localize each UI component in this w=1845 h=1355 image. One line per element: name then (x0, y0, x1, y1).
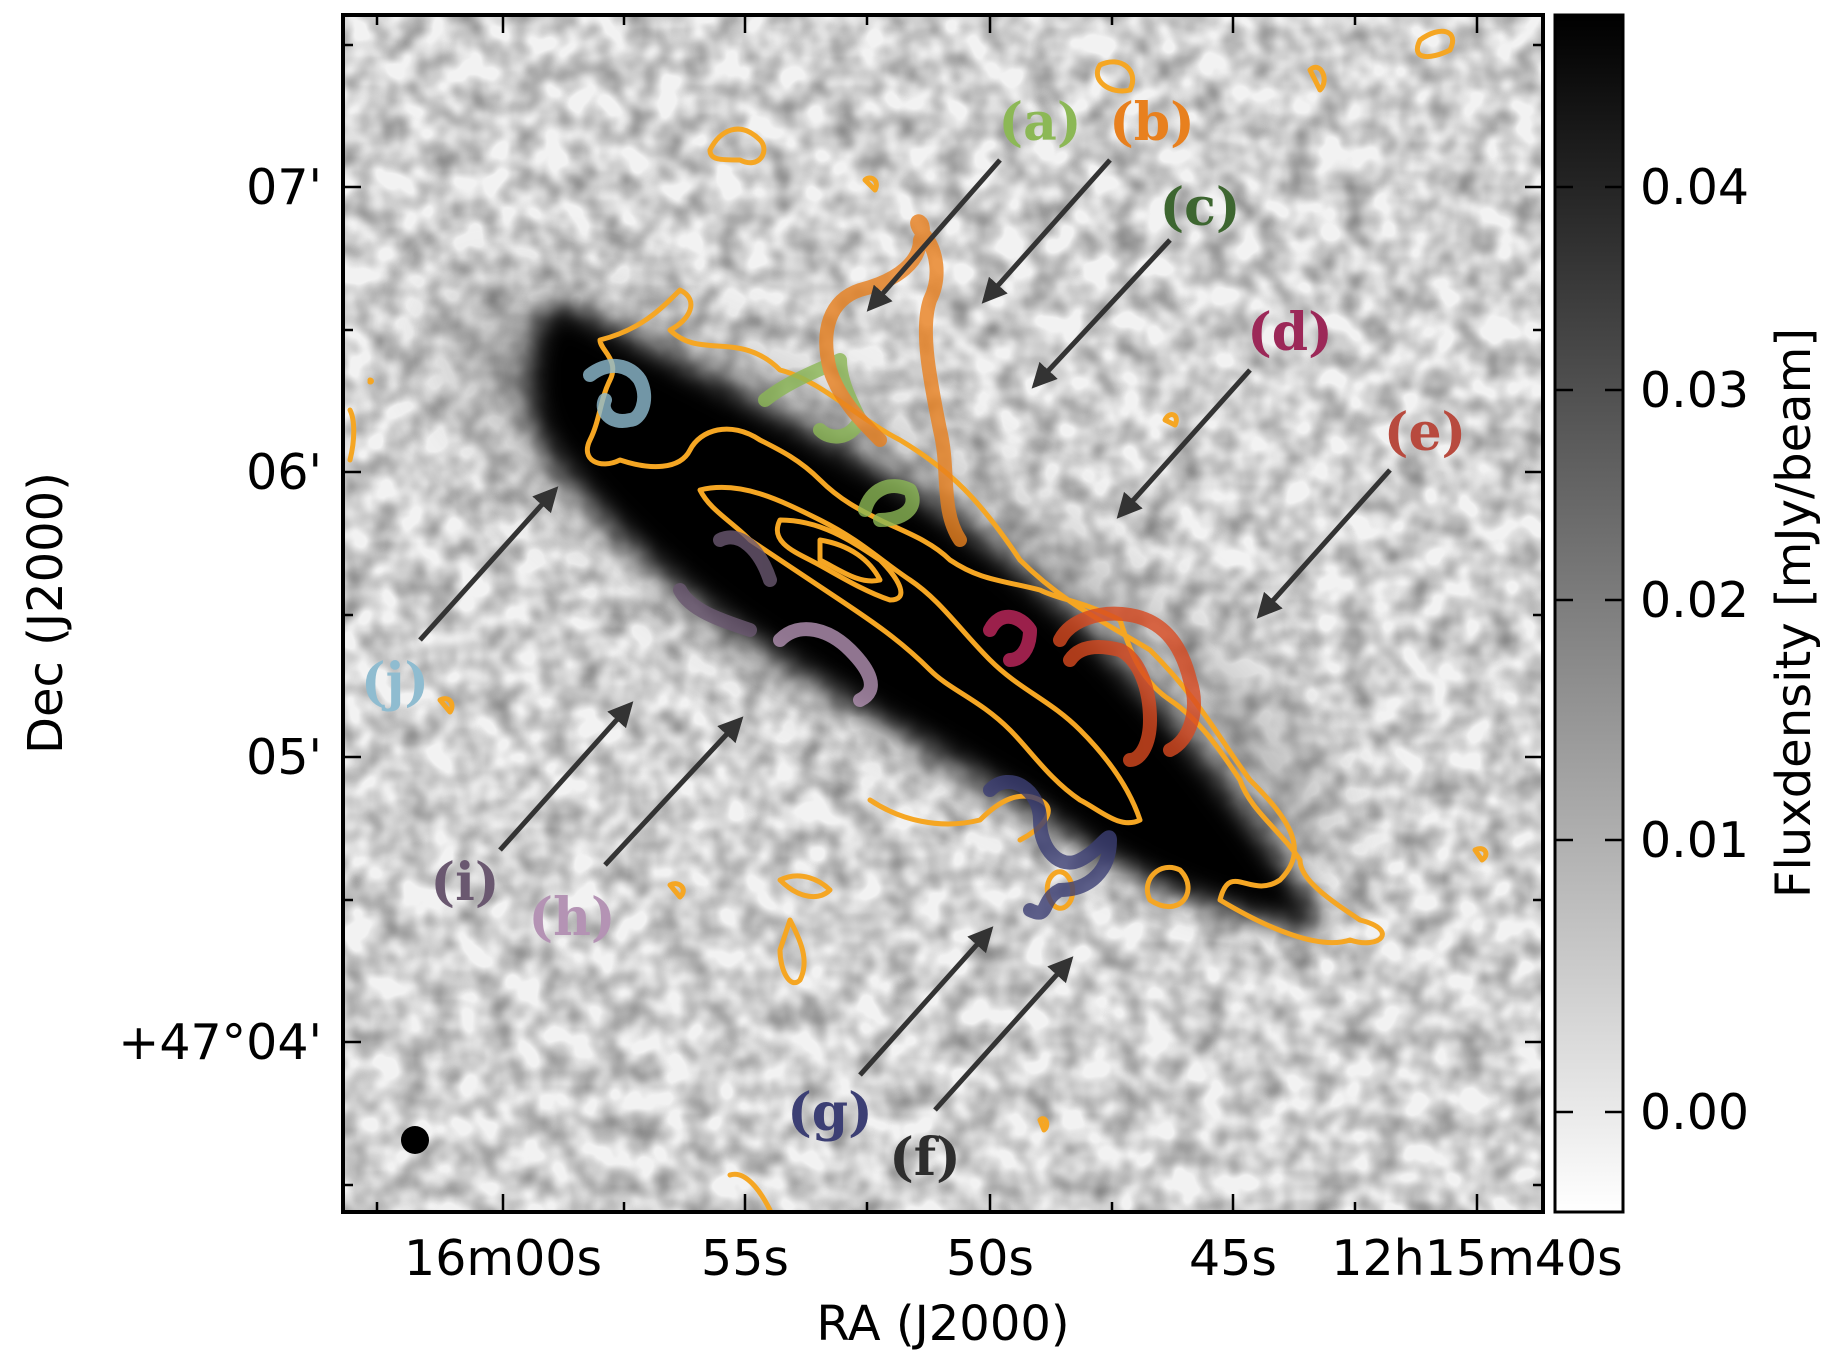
plot-frame (341, 13, 1545, 1214)
region-label-d: (d) (1247, 302, 1333, 363)
region-h-contour (773, 622, 878, 707)
map-image (343, 15, 1543, 1212)
arrow-j (418, 486, 559, 642)
beam-ellipse (401, 1126, 429, 1154)
x-tick-label: 55s (701, 1230, 789, 1287)
region-j-contour (583, 359, 652, 428)
arrow-i (498, 701, 634, 852)
region-label-h: (h) (528, 887, 615, 948)
y-tick-labels: 07' 06' 05' +47°04' (118, 159, 322, 1071)
colorbar-tick-label: 0.00 (1640, 1084, 1749, 1141)
region-label-g: (g) (787, 1082, 873, 1143)
annotation-arrows (418, 158, 1392, 1112)
y-axis-label: Dec (J2000) (18, 472, 74, 754)
region-label-a: (a) (999, 92, 1082, 153)
arrow-g (858, 926, 994, 1077)
arrow-d (1116, 368, 1252, 519)
contour-lines (347, 28, 1489, 1212)
highlighted-regions (583, 214, 1201, 920)
region-label-j: (j) (361, 652, 429, 713)
colorbar-gradient (1553, 13, 1625, 1214)
y-tick-label: 07' (246, 159, 322, 216)
x-tick-label: 50s (946, 1230, 1034, 1287)
region-label-b: (b) (1109, 92, 1195, 153)
x-tick-label: 16m00s (404, 1230, 602, 1287)
y-tick-label: 06' (246, 444, 322, 501)
arrow-f (933, 956, 1074, 1112)
x-tick-label: 45s (1189, 1230, 1277, 1287)
galaxy-disk (526, 300, 1330, 930)
colorbar-tick-label: 0.01 (1640, 812, 1749, 869)
region-label-c: (c) (1160, 177, 1241, 238)
arrow-h (603, 716, 744, 867)
region-a-contour (758, 353, 867, 444)
region-a2-contour (858, 479, 920, 527)
arrow-c (1031, 238, 1172, 389)
region-label-f: (f) (889, 1127, 961, 1188)
region-b-contour (819, 214, 967, 547)
arrow-b (981, 158, 1112, 304)
arrow-a (866, 158, 1002, 312)
region-label-i: (i) (431, 852, 500, 913)
colorbar: 0.04 0.03 0.02 0.01 0.00 Fluxdensity [mJ… (1553, 13, 1822, 1214)
y-tick-label: +47°04' (118, 1014, 322, 1071)
region-labels: (a) (b) (c) (d) (e) (f) (g) (h) (i) (j) (361, 92, 1466, 1188)
arrow-e (1256, 468, 1392, 619)
colorbar-tick-label: 0.02 (1640, 572, 1749, 629)
x-axis-label: RA (J2000) (816, 1296, 1069, 1352)
region-g-contour (983, 775, 1117, 920)
x-tick-label: 12h15m40s (1331, 1230, 1622, 1287)
y-tick-label: 05' (246, 729, 322, 786)
plot-ticks (343, 15, 1543, 1212)
colorbar-tick-label: 0.03 (1640, 362, 1749, 419)
colorbar-label: Fluxdensity [mJy/beam] (1766, 328, 1822, 898)
region-d-contour (983, 609, 1037, 667)
colorbar-tick-label: 0.04 (1640, 159, 1749, 216)
region-i-contour (673, 530, 777, 637)
region-label-e: (e) (1384, 402, 1466, 463)
x-tick-labels: 16m00s 55s 50s 45s 12h15m40s (404, 1230, 1623, 1287)
region-e-contour (1053, 606, 1201, 767)
